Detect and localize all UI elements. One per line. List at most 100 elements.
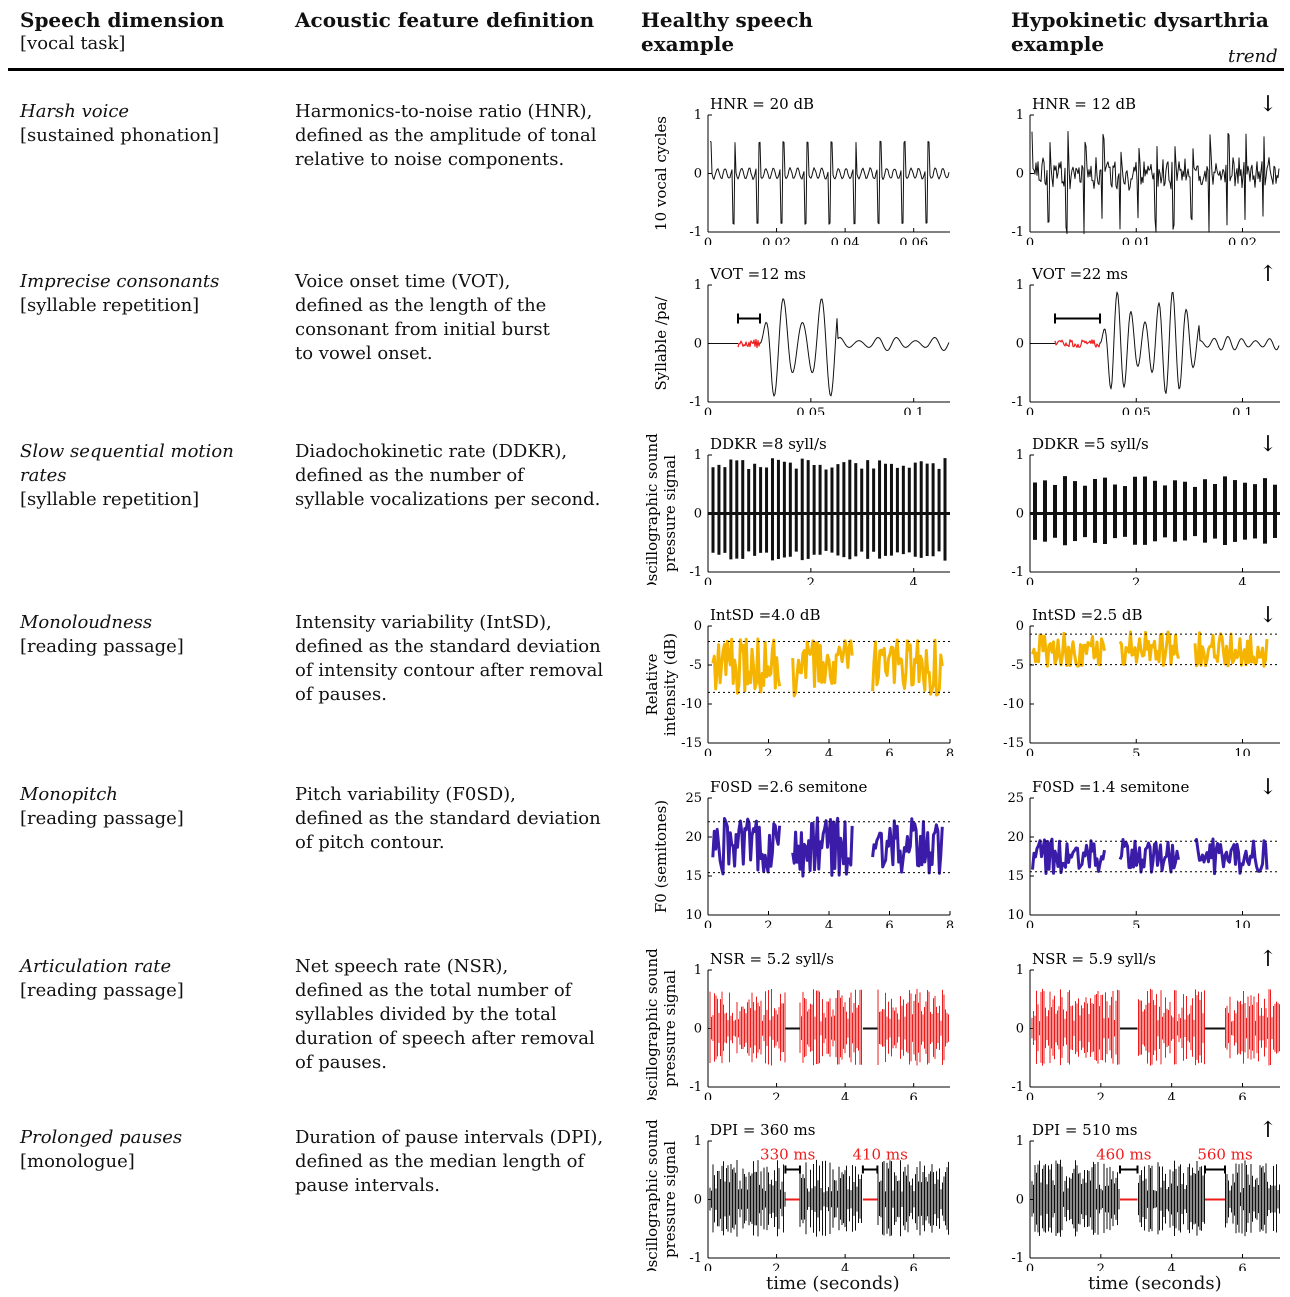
- feature-definition: Intensity variability (IntSD), defined as…: [295, 611, 625, 707]
- x-tick-label: 5: [1132, 747, 1140, 756]
- x-tick-label: 0: [704, 576, 712, 585]
- x-tick-label: 0.05: [1122, 406, 1151, 415]
- trend-up-arrow-icon: ↑: [1259, 1118, 1277, 1143]
- healthy-value-label: F0SD =2.6 semitone: [710, 778, 868, 796]
- contour-segment: [1193, 631, 1269, 668]
- y-tick-label: 1: [694, 448, 702, 463]
- feature-definition-line: syllables divided by the total: [295, 1004, 557, 1025]
- y-tick-label: 0: [1016, 1022, 1024, 1037]
- y-tick-label: 0: [694, 619, 702, 634]
- feature-title-line: Duration of pause intervals (DPI),: [295, 1126, 625, 1150]
- y-axis-label: pressure signal: [661, 970, 679, 1087]
- col1-title: Speech dimension: [20, 8, 225, 32]
- vowel-waveform: [759, 298, 950, 397]
- x-tick-label: 0.01: [1122, 236, 1151, 245]
- waveform: [709, 140, 950, 225]
- feature-title-line: Diadochokinetic rate (DDKR),: [295, 440, 625, 464]
- healthy-value-label: DDKR =8 syll/s: [710, 435, 827, 453]
- x-tick-label: 0.02: [1228, 236, 1257, 245]
- x-tick-label: 2: [764, 747, 772, 756]
- x-tick-label: 0.06: [899, 236, 928, 245]
- dimension-name: Harsh voice: [20, 101, 130, 122]
- y-tick-label: 0: [694, 507, 702, 522]
- col3-title-line2: example: [641, 32, 735, 56]
- dimension-name: Monopitch: [20, 784, 118, 805]
- x-tick-label: 0: [1026, 1262, 1034, 1271]
- x-tick-label: 0: [1026, 576, 1034, 585]
- contour-segment: [711, 637, 782, 695]
- speech-waveform: [709, 988, 949, 1066]
- y-tick-label: 0: [694, 1193, 702, 1208]
- feature-title-line: Pitch variability (F0SD),: [295, 783, 625, 807]
- y-tick-label: 0: [1016, 619, 1024, 634]
- y-axis-label: intensity (dB): [661, 633, 679, 736]
- feature-definition-line: of pauses.: [295, 684, 387, 705]
- feature-abbreviation: (HNR),: [521, 101, 593, 122]
- y-tick-label: 0: [1016, 337, 1024, 352]
- speech-dimension: Harsh voice [sustained phonation]: [20, 100, 280, 148]
- x-tick-label: 0: [1026, 406, 1034, 415]
- feature-definition: Harmonics-to-noise ratio (HNR), defined a…: [295, 100, 625, 172]
- y-tick-label: 15: [685, 869, 702, 884]
- contour-segment: [791, 816, 854, 878]
- pause-duration-label: 460 ms: [1096, 1146, 1151, 1164]
- feature-name: Duration of pause intervals: [295, 1127, 544, 1148]
- y-tick-label: 1: [694, 963, 702, 978]
- y-tick-label: 10: [685, 908, 702, 923]
- waveform: [1031, 131, 1280, 235]
- pause-duration-label: 410 ms: [852, 1146, 907, 1164]
- feature-definition-line: syllable vocalizations per second.: [295, 489, 601, 510]
- x-tick-label: 6: [910, 1091, 918, 1100]
- healthy-plot-row-5: 25 20 15 100 2 4 6 8 F0SD =2.6 semitone F0 (semit…: [652, 778, 954, 928]
- speech-waveform: [709, 1159, 949, 1237]
- feature-definition-line: duration of speech after removal: [295, 1028, 595, 1049]
- y-axis-label: pressure signal: [661, 455, 679, 572]
- vocal-task: [reading passage]: [20, 980, 184, 1001]
- feature-definition-line: defined as the amplitude of tonal: [295, 125, 597, 146]
- y-tick-label: -1: [1011, 565, 1024, 580]
- ddk-waveform: [708, 458, 950, 561]
- trend-up-arrow-icon: ↑: [1259, 262, 1277, 287]
- dysarthria-xlabel: time (seconds): [1088, 1273, 1222, 1294]
- feature-definition: Diadochokinetic rate (DDKR), defined as t…: [295, 440, 625, 512]
- dimension-name: Prolonged pauses: [20, 1127, 183, 1148]
- feature-definition-line: pause intervals.: [295, 1175, 440, 1196]
- y-tick-label: -1: [689, 225, 702, 240]
- x-tick-label: 2: [1097, 1091, 1105, 1100]
- y-axis-label: Relative: [643, 653, 661, 715]
- x-tick-label: 2: [764, 919, 772, 928]
- feature-definition-line: of pauses.: [295, 1052, 387, 1073]
- feature-abbreviation: (F0SD),: [439, 784, 516, 805]
- vocal-task: [sustained phonation]: [20, 125, 220, 146]
- feature-abbreviation: (IntSD),: [473, 612, 552, 633]
- y-tick-label: -1: [689, 395, 702, 410]
- pause-bracket: [1119, 1165, 1139, 1174]
- contour-segment: [1031, 837, 1106, 875]
- y-tick-label: 0: [694, 167, 702, 182]
- y-tick-label: -10: [681, 697, 702, 712]
- x-tick-label: 6: [885, 747, 893, 756]
- col3-title-line1: Healthy speech: [641, 8, 813, 32]
- vot-bracket: [1054, 313, 1101, 324]
- healthy-value-label: NSR = 5.2 syll/s: [710, 950, 834, 968]
- y-tick-label: 0: [1016, 507, 1024, 522]
- feature-name: Voice onset time: [295, 271, 446, 292]
- y-tick-label: 1: [1016, 108, 1024, 123]
- x-tick-label: 6: [1238, 1091, 1246, 1100]
- dimension-name: Articulation rate: [20, 956, 172, 977]
- col4-title-line2: example: [1011, 32, 1105, 56]
- x-tick-label: 8: [946, 919, 954, 928]
- feature-name: Pitch variability: [295, 784, 440, 805]
- y-tick-label: 1: [694, 1134, 702, 1149]
- y-tick-label: -1: [1011, 1080, 1024, 1095]
- feature-definition: Voice onset time (VOT), defined as the le…: [295, 270, 625, 366]
- speech-dimension: Monopitch [reading passage]: [20, 783, 280, 831]
- y-tick-label: 25: [685, 791, 702, 806]
- pause-duration-label: 560 ms: [1197, 1146, 1252, 1164]
- feature-definition-line: defined as the total number of: [295, 980, 572, 1001]
- dysarthria-value-label: DDKR =5 syll/s: [1032, 435, 1149, 453]
